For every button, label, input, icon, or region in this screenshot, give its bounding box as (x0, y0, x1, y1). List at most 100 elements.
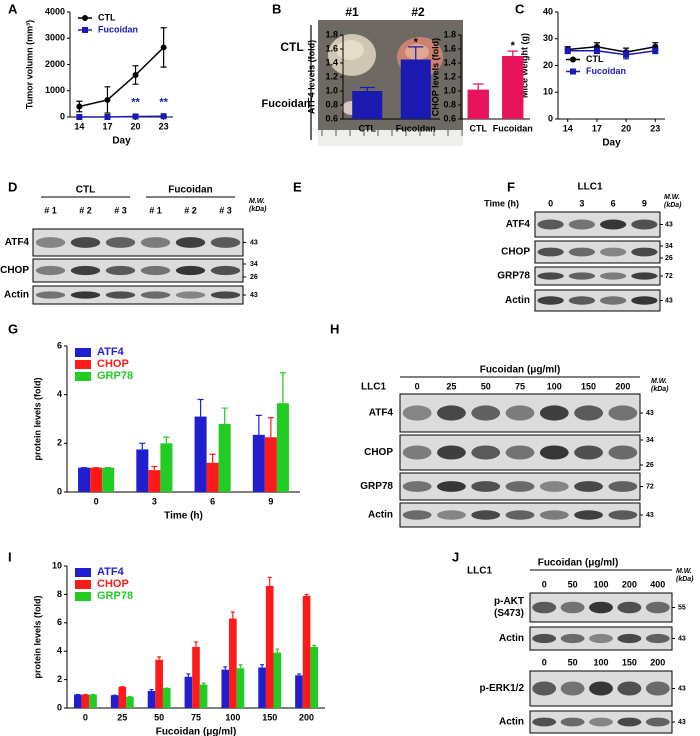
lane-label: 6 (611, 198, 616, 208)
y-tick-label: 6 (57, 617, 62, 627)
lane-label: 50 (481, 381, 491, 391)
lane-label: 3 (579, 198, 584, 208)
point (132, 113, 139, 120)
mw-marker: 43 (678, 685, 686, 692)
y-tick-label: 0.8 (443, 99, 456, 109)
mw-title: (kDa) (249, 206, 267, 213)
band (617, 717, 642, 727)
panel-label: H (330, 321, 339, 336)
band (140, 291, 171, 299)
legend-label: CTL (98, 12, 116, 22)
bar (221, 669, 230, 708)
y-axis-label: CHOP levels (fold) (430, 38, 440, 116)
band (537, 247, 564, 257)
mw-marker: 34 (250, 261, 258, 268)
point (104, 96, 111, 103)
band (537, 296, 564, 305)
band (505, 445, 535, 460)
band (645, 681, 670, 696)
band (631, 296, 658, 305)
error-bar (139, 442, 146, 450)
mw-marker: 43 (646, 512, 654, 519)
bar (258, 667, 266, 708)
column-label: #2 (411, 5, 425, 19)
annotation: ** (131, 96, 140, 108)
band (574, 445, 603, 460)
bar (110, 695, 119, 708)
band (608, 445, 638, 460)
ruler (318, 130, 463, 146)
bar (184, 676, 193, 708)
bar (192, 646, 200, 708)
mw-title: M.W. (664, 194, 680, 201)
band (471, 445, 501, 460)
bar (273, 652, 282, 708)
legend-marker (82, 15, 88, 21)
lane-label: 0 (415, 381, 420, 391)
y-tick-label: 10 (543, 87, 553, 97)
cell-line: LLC1 (361, 382, 386, 393)
bar (302, 595, 311, 708)
row-label: Fucoidan (262, 98, 311, 110)
point (652, 47, 659, 54)
bar (78, 467, 91, 492)
error-bar (149, 688, 154, 691)
row-label: Actin (505, 295, 530, 306)
panel-label: C (515, 1, 525, 16)
mw-marker: 72 (646, 483, 654, 490)
y-tick-label: 1.4 (325, 57, 338, 67)
band (608, 481, 638, 492)
x-tick-label: 20 (621, 123, 631, 133)
mw-title: (kDa) (676, 576, 694, 583)
y-tick-label: 0 (548, 113, 553, 123)
panel-label: I (8, 549, 12, 564)
bar (90, 467, 103, 492)
annotation: ** (159, 96, 168, 108)
panel-label: E (293, 179, 302, 194)
band (574, 405, 603, 421)
band (210, 265, 241, 276)
error-bar (157, 656, 162, 660)
bar (265, 585, 274, 708)
band (105, 291, 136, 299)
lane-label: # 3 (219, 205, 232, 215)
error-bar (260, 664, 265, 668)
bar (155, 659, 163, 708)
band (574, 510, 603, 520)
annotation: * (511, 40, 516, 52)
lane-title: Time (h) (484, 198, 519, 208)
legend-label: ATF4 (97, 566, 125, 578)
group-label: CTL (76, 185, 95, 196)
x-tick-label: 14 (563, 123, 573, 133)
error-bar (279, 372, 286, 404)
legend-label: GRP78 (97, 370, 133, 382)
bar (218, 423, 231, 492)
lane-label: 150 (622, 657, 637, 667)
blot-strip (32, 258, 244, 283)
band (617, 601, 642, 614)
error-bar (408, 46, 424, 60)
band (70, 237, 101, 248)
bar (276, 403, 289, 492)
y-tick-label: 0.6 (325, 113, 338, 123)
lane-label: # 2 (184, 205, 197, 215)
band (600, 272, 627, 280)
band (645, 601, 670, 614)
column-label: #1 (345, 5, 359, 19)
band (532, 717, 557, 727)
point (564, 47, 571, 54)
band (505, 481, 535, 492)
tumor-highlight (405, 44, 429, 60)
lane-label: 50 (568, 579, 578, 589)
band (471, 405, 501, 421)
series-line (567, 50, 656, 56)
ruler-ticks (321, 130, 463, 136)
x-axis-label: Day (602, 138, 621, 149)
band (539, 510, 569, 520)
bar (102, 467, 115, 492)
bar (252, 434, 265, 492)
lane-label: 0 (542, 579, 547, 589)
row-label: CHOP (0, 265, 29, 276)
mw-marker: 26 (250, 274, 258, 281)
y-axis-label: Tumor volumn (mm³) (24, 20, 34, 109)
